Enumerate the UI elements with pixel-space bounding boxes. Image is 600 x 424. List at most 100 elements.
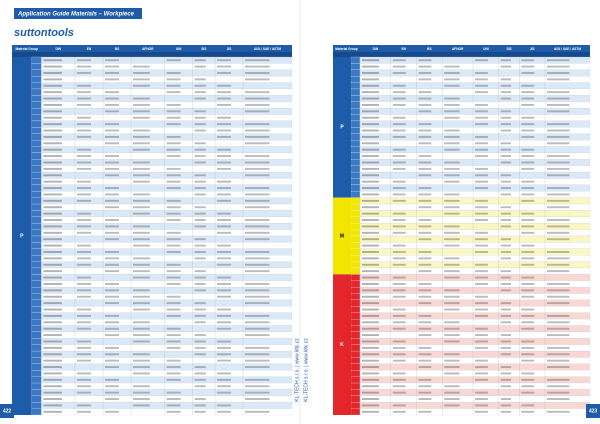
cell-text-placeholder xyxy=(444,148,460,151)
cell-text-placeholder xyxy=(166,391,181,394)
cell-text-placeholder xyxy=(547,78,570,81)
cell-text-placeholder xyxy=(361,91,379,94)
row-number-cell xyxy=(31,274,42,281)
cell-text-placeholder xyxy=(444,295,460,298)
cell-text-placeholder xyxy=(166,327,181,330)
cell-text-placeholder xyxy=(105,129,119,132)
brand: suttontools xyxy=(14,27,74,39)
cell-text-placeholder xyxy=(77,314,91,317)
cell-text-placeholder xyxy=(475,404,488,407)
cell-text-placeholder xyxy=(521,155,535,158)
cell-text-placeholder xyxy=(194,353,206,356)
cell-text-placeholder xyxy=(77,199,91,202)
cell-text-placeholder xyxy=(43,270,62,273)
cell-text-placeholder xyxy=(245,129,270,132)
cell-text-placeholder xyxy=(521,180,535,183)
cell-text-placeholder xyxy=(521,295,535,298)
cell-text-placeholder xyxy=(521,391,535,394)
cell-text-placeholder xyxy=(245,78,270,81)
cell-text-placeholder xyxy=(77,65,91,68)
group-strip xyxy=(333,274,351,415)
cell-text-placeholder xyxy=(361,334,379,337)
row-number-cell xyxy=(350,152,361,160)
cell-text-placeholder xyxy=(475,174,488,177)
cell-text-placeholder xyxy=(361,110,379,113)
column-header: Material Group xyxy=(335,47,358,51)
cell-text-placeholder xyxy=(547,161,570,164)
cell-text-placeholder xyxy=(392,199,406,202)
cell-text-placeholder xyxy=(133,72,150,74)
cell-text-placeholder xyxy=(43,199,62,202)
cell-text-placeholder xyxy=(547,282,570,285)
sub-header xyxy=(333,52,590,57)
cell-text-placeholder xyxy=(43,398,62,400)
row-number-cell xyxy=(31,114,42,122)
cell-text-placeholder xyxy=(217,72,231,74)
page-number: 423 xyxy=(589,408,598,414)
row-number-cell xyxy=(350,114,361,122)
cell-text-placeholder xyxy=(500,398,512,400)
row-number-cell xyxy=(350,69,361,77)
cell-text-placeholder xyxy=(521,103,535,106)
cell-text-placeholder xyxy=(77,123,91,126)
cell-text-placeholder xyxy=(217,123,231,126)
cell-text-placeholder xyxy=(547,270,570,273)
cell-text-placeholder xyxy=(245,391,270,394)
cell-text-placeholder xyxy=(475,276,488,279)
cell-text-placeholder xyxy=(392,72,406,74)
cell-text-placeholder xyxy=(133,398,150,400)
cell-text-placeholder xyxy=(217,244,231,247)
cell-text-placeholder xyxy=(77,346,91,349)
cell-text-placeholder xyxy=(547,91,570,94)
cell-text-placeholder xyxy=(245,366,270,369)
row-number-cell xyxy=(31,382,42,390)
column-header: DIN xyxy=(373,47,379,51)
cell-text-placeholder xyxy=(444,244,460,247)
cell-text-placeholder xyxy=(245,270,270,273)
row-number-cell xyxy=(350,370,361,377)
cell-text-placeholder xyxy=(500,148,512,151)
cell-text-placeholder xyxy=(361,359,379,362)
row-number-cell xyxy=(31,197,42,205)
cell-text-placeholder xyxy=(217,167,231,170)
cell-text-placeholder xyxy=(43,174,62,177)
cell-text-placeholder xyxy=(475,206,488,209)
cell-text-placeholder xyxy=(166,340,181,343)
cell-text-placeholder xyxy=(77,193,91,196)
row-number-cell xyxy=(350,229,361,237)
row-number-cell xyxy=(31,312,42,320)
cell-text-placeholder xyxy=(166,251,181,253)
cell-text-placeholder xyxy=(547,123,570,126)
cell-text-placeholder xyxy=(500,244,512,247)
row-number-cell xyxy=(350,146,361,153)
cell-text-placeholder xyxy=(521,59,535,62)
cell-text-placeholder xyxy=(43,314,62,317)
cell-text-placeholder xyxy=(217,327,231,330)
cell-text-placeholder xyxy=(133,231,150,234)
row-number-cell xyxy=(31,389,42,396)
cell-text-placeholder xyxy=(418,366,432,369)
cell-text-placeholder xyxy=(166,398,181,400)
cell-text-placeholder xyxy=(500,302,512,305)
cell-text-placeholder xyxy=(245,398,270,400)
cell-text-placeholder xyxy=(418,327,432,330)
row-number-cell xyxy=(350,248,361,256)
row-number-cell xyxy=(350,184,361,192)
cell-text-placeholder xyxy=(245,282,270,285)
cell-text-placeholder xyxy=(133,110,150,113)
cell-text-placeholder xyxy=(521,404,535,407)
cell-text-placeholder xyxy=(418,359,432,362)
cell-text-placeholder xyxy=(166,187,181,190)
row-number-cell xyxy=(31,325,42,332)
cell-text-placeholder xyxy=(217,129,231,132)
cell-text-placeholder xyxy=(133,103,150,106)
row-number-cell xyxy=(31,120,42,128)
cell-text-placeholder xyxy=(392,340,406,343)
cell-text-placeholder xyxy=(217,263,231,266)
cell-text-placeholder xyxy=(194,321,206,324)
cell-text-placeholder xyxy=(444,129,460,132)
cell-text-placeholder xyxy=(77,72,91,74)
cell-text-placeholder xyxy=(361,161,379,164)
cell-text-placeholder xyxy=(77,212,91,215)
cell-text-placeholder xyxy=(245,206,270,209)
